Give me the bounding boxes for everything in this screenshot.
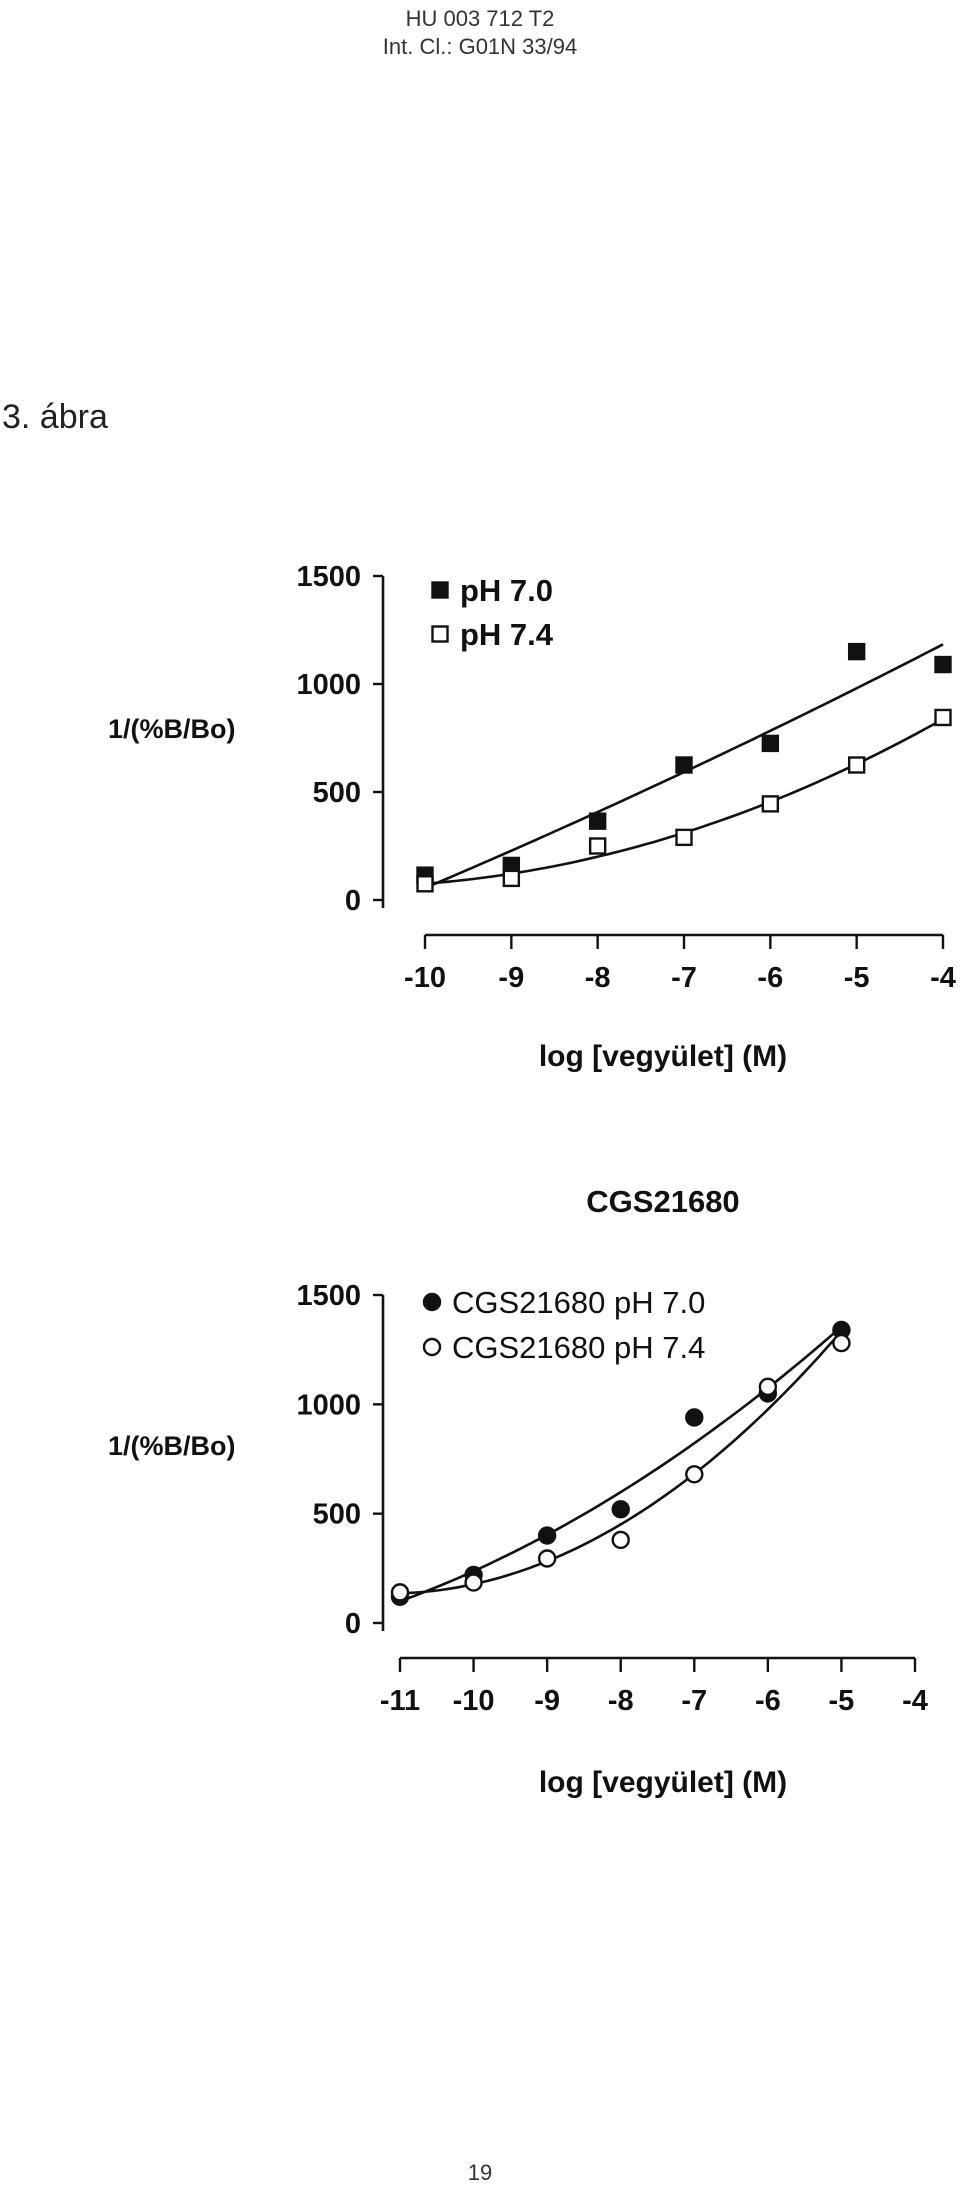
data-point-series-2 xyxy=(832,1333,851,1353)
y-tick-label: 500 xyxy=(313,1499,361,1531)
legend-marker xyxy=(431,625,449,643)
y-tick-label: 0 xyxy=(345,885,361,917)
y-tick-label: 1500 xyxy=(296,561,361,593)
legend-label: CGS21680 pH 7.4 xyxy=(452,1330,705,1365)
legend-label: pH 7.0 xyxy=(460,573,553,608)
data-point-series-2 xyxy=(934,708,952,727)
x-tick-label: -5 xyxy=(829,1685,855,1717)
x-tick-label: -4 xyxy=(930,962,956,994)
y-tick-label: 500 xyxy=(313,777,361,809)
y-tick-label: 0 xyxy=(345,1608,361,1640)
data-point-series-2 xyxy=(502,869,521,888)
x-axis-label: log [vegyület] (M) xyxy=(539,1040,787,1073)
data-point-series-2 xyxy=(847,756,866,774)
data-point-series-2 xyxy=(390,1583,410,1602)
data-point-series-1 xyxy=(611,1500,630,1519)
legend-label: pH 7.4 xyxy=(460,617,554,652)
y-axis: 0 500 1000 1500 xyxy=(296,561,385,917)
y-tick-label: 1000 xyxy=(296,1389,361,1421)
y-axis-label: 1/(%B/Bo) xyxy=(108,1431,236,1461)
x-tick-label: -11 xyxy=(380,1685,420,1717)
data-point-series-2 xyxy=(416,875,434,893)
x-tick-label: -10 xyxy=(453,1685,495,1717)
chart-title: CGS21680 xyxy=(586,1184,739,1219)
legend-marker xyxy=(422,1337,442,1357)
data-point-series-1 xyxy=(934,655,952,674)
data-point-series-2 xyxy=(588,837,607,855)
data-point-series-2 xyxy=(611,1530,630,1550)
data-point-series-1 xyxy=(588,812,607,830)
legend-marker xyxy=(431,581,449,599)
x-tick-label: -8 xyxy=(585,962,611,994)
x-tick-label: -6 xyxy=(755,1685,781,1717)
data-point-series-1 xyxy=(685,1408,704,1427)
legend: pH 7.0 pH 7.4 xyxy=(431,573,554,652)
chart-cgs21680: CGS21680 0 500 1000 1500 -11 -10 -9 -8 -7 -6 -5 -4… xyxy=(108,1184,928,1799)
x-tick-label: -9 xyxy=(534,1685,560,1717)
y-tick-label: 1500 xyxy=(296,1280,361,1312)
legend-label: CGS21680 pH 7.0 xyxy=(452,1285,705,1320)
data-point-series-2 xyxy=(537,1549,557,1568)
data-point-series-2 xyxy=(758,1377,778,1397)
points xyxy=(416,642,952,893)
points xyxy=(390,1320,851,1606)
y-tick-label: 1000 xyxy=(296,669,361,701)
y-axis: 0 500 1000 1500 xyxy=(296,1280,385,1640)
data-point-series-2 xyxy=(685,1465,704,1484)
classification: Int. Cl.: G01N 33/94 xyxy=(382,34,578,59)
x-axis: -11 -10 -9 -8 -7 -6 -5 -4 xyxy=(380,1656,928,1717)
data-point-series-1 xyxy=(761,734,780,753)
x-tick-label: -7 xyxy=(671,962,697,994)
data-point-series-2 xyxy=(761,795,780,813)
curves xyxy=(399,1325,843,1603)
fit-curve-series-2 xyxy=(399,1330,843,1595)
x-tick-label: -8 xyxy=(608,1685,634,1717)
data-point-series-1 xyxy=(675,756,693,774)
legend-marker xyxy=(422,1292,442,1312)
x-tick-label: -10 xyxy=(404,962,446,994)
x-axis-label: log [vegyület] (M) xyxy=(539,1766,787,1799)
data-point-series-1 xyxy=(847,642,866,661)
patent-number: HU 003 712 T2 xyxy=(405,6,555,31)
x-tick-label: -4 xyxy=(902,1685,928,1717)
data-point-series-2 xyxy=(464,1573,483,1592)
data-point-series-1 xyxy=(537,1526,557,1545)
legend: CGS21680 pH 7.0 CGS21680 pH 7.4 xyxy=(422,1285,705,1365)
x-tick-label: -6 xyxy=(757,962,783,994)
fit-curve-series-1 xyxy=(399,1325,843,1603)
y-axis-label: 1/(%B/Bo) xyxy=(108,714,236,744)
x-axis: -10 -9 -8 -7 -6 -5 -4 xyxy=(404,933,956,994)
x-tick-label: -9 xyxy=(498,962,524,994)
x-tick-label: -5 xyxy=(844,962,870,994)
figure-label: 3. ábra xyxy=(2,398,108,436)
x-tick-label: -7 xyxy=(681,1685,707,1717)
page-number: 19 xyxy=(467,2160,493,2185)
data-point-series-2 xyxy=(675,828,693,847)
